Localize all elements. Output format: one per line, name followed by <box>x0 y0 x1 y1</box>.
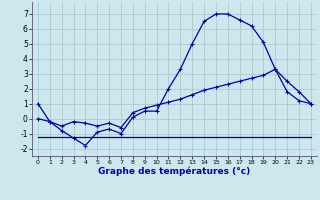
X-axis label: Graphe des températures (°c): Graphe des températures (°c) <box>98 167 251 176</box>
